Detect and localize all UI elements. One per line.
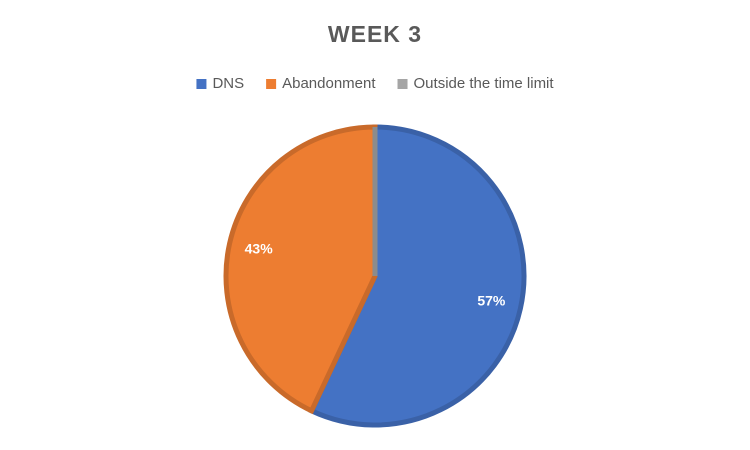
legend-label: Abandonment (282, 75, 376, 92)
legend-marker (397, 79, 408, 89)
pie-slice (308, 124, 527, 428)
legend-label: Outside the time limit (414, 75, 555, 92)
legend-label: DNS (212, 75, 244, 92)
legend-marker (196, 79, 207, 89)
chart-title: WEEK 3 (328, 21, 422, 47)
data-label: 57% (477, 293, 506, 309)
legend-marker (266, 79, 277, 89)
data-label: 43% (245, 241, 274, 257)
pie-slice (223, 124, 378, 415)
